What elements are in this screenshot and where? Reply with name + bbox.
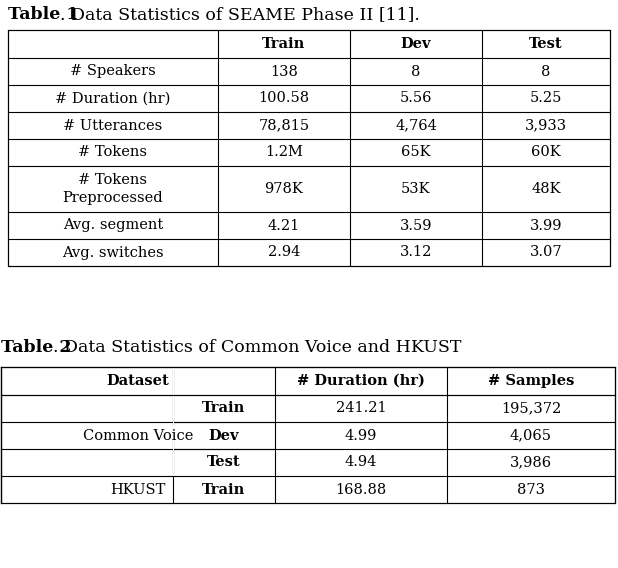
Text: HKUST: HKUST (110, 482, 166, 496)
Text: Test: Test (207, 456, 241, 470)
Text: 1.2M: 1.2M (265, 145, 303, 160)
Text: 65K: 65K (401, 145, 431, 160)
Text: 873: 873 (517, 482, 545, 496)
Text: 60K: 60K (531, 145, 561, 160)
Text: 53K: 53K (401, 182, 431, 196)
Bar (1, 367, 615, 503)
Text: Table 1: Table 1 (8, 6, 78, 23)
Text: Dataset: Dataset (107, 374, 169, 388)
Text: Train: Train (263, 37, 306, 51)
Text: 241.21: 241.21 (336, 402, 386, 416)
Text: # Utterances: # Utterances (64, 119, 163, 132)
Text: 4.21: 4.21 (268, 219, 300, 232)
Text: 3.99: 3.99 (530, 219, 562, 232)
Text: Dev: Dev (209, 428, 239, 442)
Text: 978K: 978K (265, 182, 303, 196)
Text: 4.99: 4.99 (345, 428, 377, 442)
Text: # Speakers: # Speakers (70, 65, 156, 78)
Text: # Tokens: # Tokens (78, 145, 148, 160)
Text: # Duration (hr): # Duration (hr) (297, 374, 425, 388)
Text: 168.88: 168.88 (336, 482, 387, 496)
Text: Common Voice: Common Voice (83, 428, 193, 442)
Text: . Data Statistics of Common Voice and HKUST: . Data Statistics of Common Voice and HK… (53, 339, 462, 356)
Text: 8: 8 (412, 65, 421, 78)
Text: 3.07: 3.07 (530, 245, 562, 260)
Text: Avg. switches: Avg. switches (62, 245, 164, 260)
Bar (172, 395, 174, 475)
Text: 8: 8 (541, 65, 551, 78)
Text: 5.25: 5.25 (530, 91, 562, 106)
Text: 138: 138 (270, 65, 298, 78)
Text: 48K: 48K (531, 182, 561, 196)
Text: Train: Train (202, 482, 245, 496)
Text: 78,815: 78,815 (258, 119, 310, 132)
Text: Test: Test (529, 37, 563, 51)
Text: Table 2: Table 2 (1, 339, 71, 356)
Text: 195,372: 195,372 (501, 402, 561, 416)
Text: 3,933: 3,933 (525, 119, 567, 132)
Text: Dev: Dev (400, 37, 431, 51)
Text: 2.94: 2.94 (268, 245, 300, 260)
Text: 4.94: 4.94 (345, 456, 377, 470)
Text: Train: Train (202, 402, 245, 416)
Text: 4,764: 4,764 (395, 119, 437, 132)
Bar (172, 367, 174, 395)
Text: # Tokens
Preprocessed: # Tokens Preprocessed (62, 173, 163, 204)
Text: Avg. segment: Avg. segment (63, 219, 163, 232)
Text: 3.59: 3.59 (400, 219, 432, 232)
Text: . Data Statistics of SEAME Phase II [11].: . Data Statistics of SEAME Phase II [11]… (60, 6, 420, 23)
Text: 3.12: 3.12 (400, 245, 432, 260)
Bar (8, 30, 610, 266)
Text: # Duration (hr): # Duration (hr) (56, 91, 171, 106)
Text: 4,065: 4,065 (510, 428, 552, 442)
Text: 3,986: 3,986 (510, 456, 552, 470)
Text: # Samples: # Samples (488, 374, 574, 388)
Text: 100.58: 100.58 (258, 91, 310, 106)
Text: 5.56: 5.56 (400, 91, 432, 106)
